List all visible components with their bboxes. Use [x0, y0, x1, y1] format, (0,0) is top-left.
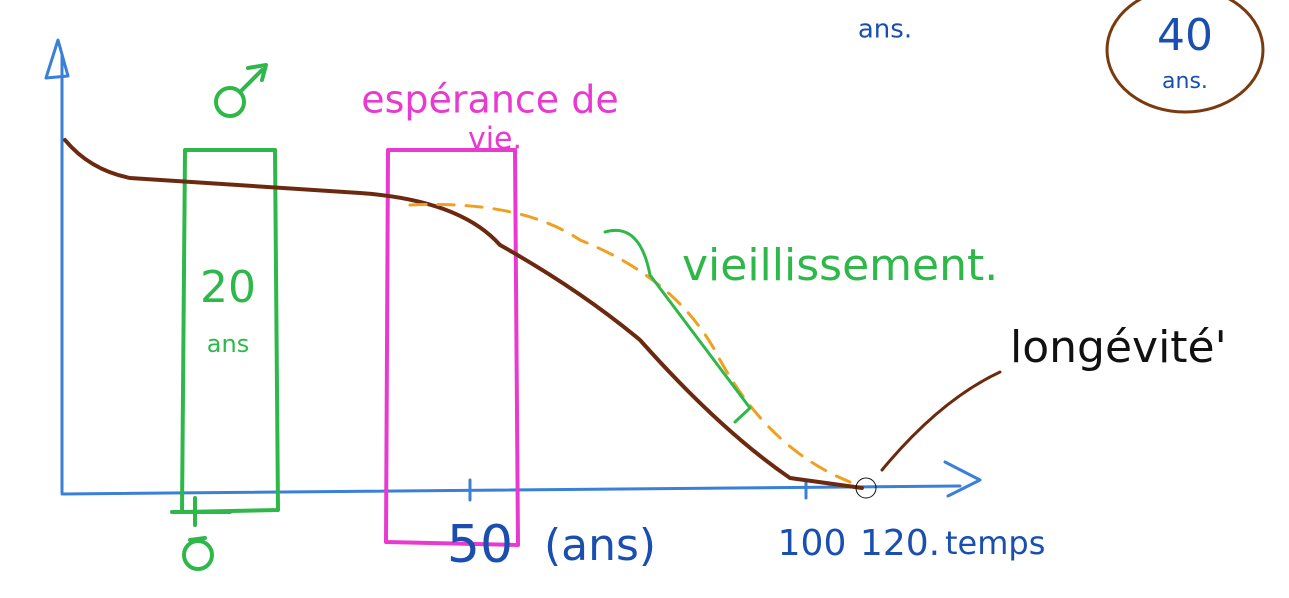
x-label-50: 50	[447, 515, 513, 575]
x-label-100: 100	[778, 523, 847, 564]
female-symbol	[182, 539, 214, 571]
x-unit: (ans)	[544, 520, 656, 571]
longevity-label: longévité'	[1010, 322, 1227, 373]
youth-box	[180, 148, 280, 514]
life-expectancy-label: vie.	[468, 122, 522, 157]
x-axis-title: temps	[945, 524, 1045, 562]
top-note: ans.	[858, 15, 912, 45]
life-expectancy-label: espérance de	[361, 78, 619, 122]
x-axis	[60, 460, 982, 498]
mark	[170, 496, 232, 527]
life-expectancy-box	[384, 148, 520, 547]
longevity-pointer	[880, 370, 1002, 472]
badge-value: 40	[1157, 10, 1213, 61]
female-symbol	[188, 536, 207, 542]
survival-curve	[63, 138, 864, 490]
aging-bracket	[603, 229, 752, 424]
badge-circle	[1105, 0, 1265, 114]
badge-unit: ans.	[1162, 69, 1208, 94]
twenty-unit: ans	[207, 330, 249, 358]
x-label-120: 120.	[860, 523, 940, 564]
longevity-point	[855, 477, 877, 499]
male-symbol	[214, 86, 246, 118]
twenty-label: 20	[200, 262, 256, 313]
aging-label: vieillissement.	[682, 240, 998, 291]
male-symbol	[238, 63, 268, 94]
shifted-curve	[408, 202, 852, 484]
y-axis	[44, 38, 70, 494]
